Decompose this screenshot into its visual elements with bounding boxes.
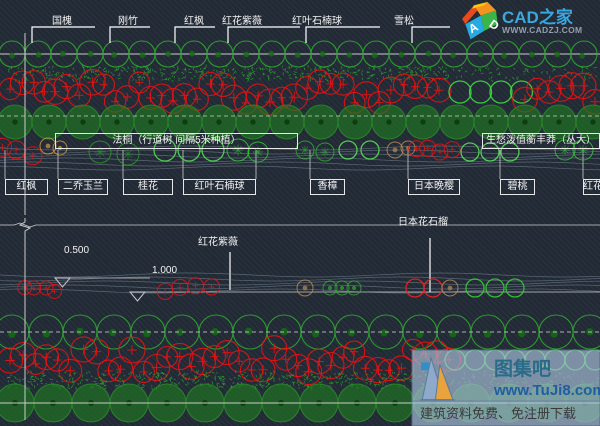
svg-text:建筑资料免费、免注册下载: 建筑资料免费、免注册下载 xyxy=(420,406,576,421)
svg-text:WWW.CADZJ.COM: WWW.CADZJ.COM xyxy=(502,25,582,35)
svg-text:www.TuJi8.com: www.TuJi8.com xyxy=(493,382,600,399)
svg-text:图集吧: 图集吧 xyxy=(494,357,551,380)
svg-text:CAD之家: CAD之家 xyxy=(502,7,573,27)
